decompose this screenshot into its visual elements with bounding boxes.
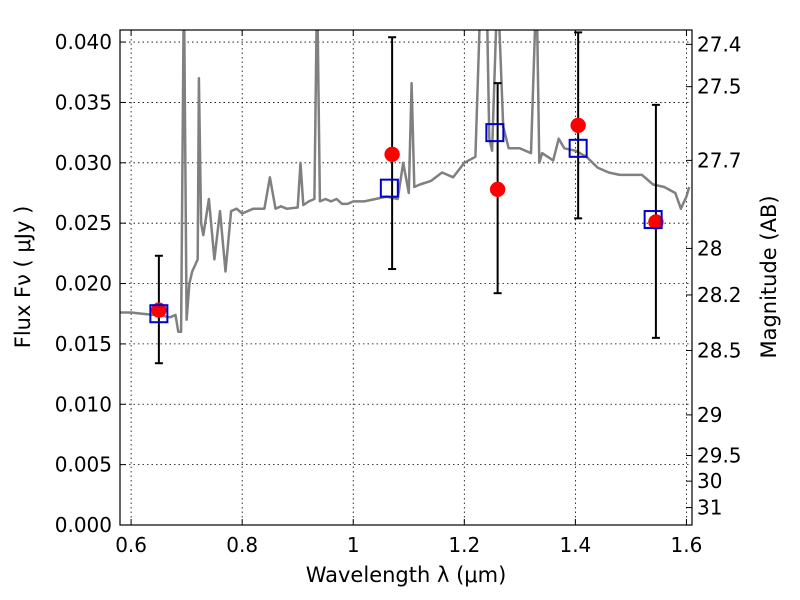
- series-layer: [120, 30, 691, 365]
- x-tick-label: 0.6: [115, 533, 147, 557]
- x-tick-label: 1: [347, 533, 360, 557]
- magnitude-tick-label: 30: [697, 469, 722, 493]
- y-tick-label: 0.040: [55, 30, 112, 54]
- magnitude-tick-label: 28: [697, 236, 722, 260]
- model-band-square: [379, 178, 399, 198]
- model-band-square: [643, 210, 663, 230]
- x-tick-label: 1.6: [671, 533, 703, 557]
- y-tick-label: 0.000: [55, 513, 112, 537]
- x-tick-label: 1.2: [448, 533, 480, 557]
- model-band-square: [568, 138, 588, 158]
- y-tick-label: 0.030: [55, 151, 112, 175]
- model-band-square: [485, 123, 505, 143]
- magnitude-tick-label: 29: [697, 403, 722, 427]
- magnitude-tick-label: 31: [697, 496, 722, 520]
- observed-point: [489, 181, 506, 198]
- model-spectrum-line: [120, 30, 691, 334]
- magnitude-tick-label: 27.7: [697, 148, 742, 172]
- magnitude-tick-label: 27.4: [697, 32, 742, 56]
- y-tick-label: 0.025: [55, 211, 112, 235]
- observed-point: [384, 146, 400, 163]
- model-band-square: [149, 304, 169, 324]
- x-tick-label: 0.8: [226, 533, 258, 557]
- magnitude-tick-label: 28.5: [697, 338, 742, 362]
- observed-point: [648, 214, 664, 230]
- plot-background: [120, 30, 692, 525]
- y-tick-label: 0.035: [55, 90, 112, 114]
- y2-axis-title: Magnitude (AB): [757, 195, 781, 358]
- magnitude-tick-label: 28.2: [697, 283, 742, 307]
- y-tick-label: 0.015: [55, 332, 112, 356]
- observed-point: [570, 117, 586, 134]
- y-tick-label: 0.010: [55, 392, 112, 416]
- y-tick-label: 0.005: [55, 453, 112, 477]
- magnitude-tick-label: 27.5: [697, 75, 742, 99]
- y-tick-label: 0.020: [55, 272, 112, 296]
- magnitude-tick-label: 29.5: [697, 444, 742, 468]
- y-axis-title: Flux Fν ( μJy ): [11, 206, 35, 349]
- plot-frame: [119, 29, 693, 526]
- x-tick-label: 1.4: [559, 533, 591, 557]
- x-axis-title: Wavelength λ (μm): [306, 563, 507, 587]
- ticks: 0.6 0.8 1 1.2 1.4 1.6 0.000 0.005 0.010 0.015 0.02…: [55, 30, 742, 557]
- grid: [120, 30, 692, 525]
